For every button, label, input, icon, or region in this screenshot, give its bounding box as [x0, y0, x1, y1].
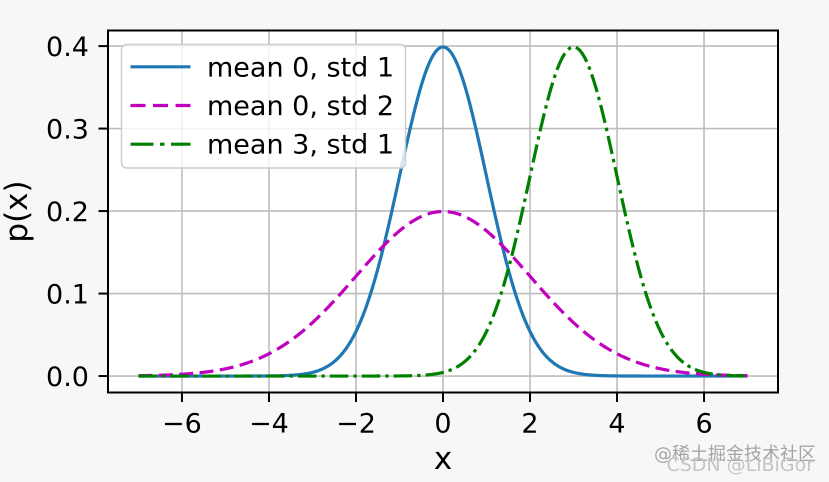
x-axis-label: x [434, 441, 452, 477]
y-tick-label: 0.3 [46, 115, 89, 146]
x-tick-label: 2 [521, 409, 538, 440]
legend-label: mean 0, std 1 [207, 52, 394, 83]
x-tick-label: −2 [336, 409, 376, 440]
x-axis-ticks: −6 −4 −2 0 2 4 6 [162, 392, 713, 440]
legend-box [120, 43, 407, 169]
legend-label: mean 0, std 2 [207, 91, 394, 122]
curves [138, 45, 748, 378]
y-axis-ticks: 0.0 0.1 0.2 0.3 0.4 [46, 32, 108, 393]
x-tick-label: 4 [608, 409, 625, 440]
watermark-juejin: @稀土掘金技术社区 [654, 444, 816, 465]
legend: mean 0, std 1 mean 0, std 2 mean 3, std 1 [120, 43, 407, 169]
y-tick-label: 0.0 [46, 362, 89, 393]
y-axis-label: p(x) [0, 180, 35, 242]
x-tick-label: 0 [434, 409, 451, 440]
x-tick-label: −4 [249, 409, 289, 440]
y-tick-label: 0.2 [46, 197, 89, 228]
legend-label: mean 3, std 1 [207, 130, 394, 161]
x-tick-label: −6 [162, 409, 202, 440]
watermark-csdn: CSDN @LiBiGor [666, 454, 814, 476]
y-tick-label: 0.4 [46, 32, 89, 63]
x-tick-label: 6 [695, 409, 712, 440]
curve-mean-0-std-2 [138, 209, 748, 378]
curve-mean-3-std-1 [138, 45, 748, 378]
y-tick-label: 0.1 [46, 280, 89, 311]
